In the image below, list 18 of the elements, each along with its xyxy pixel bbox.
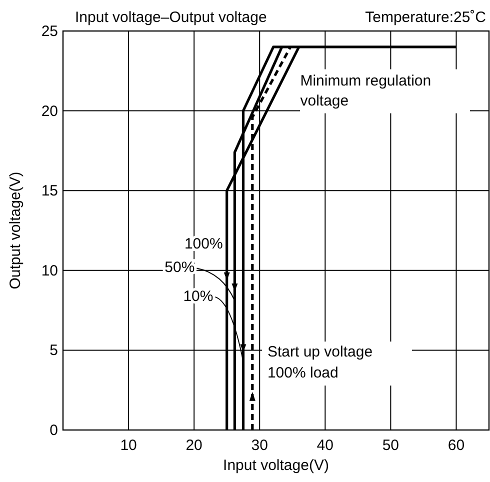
x-tick-label: 50 bbox=[382, 437, 400, 454]
annotation: Start up voltage 100% load bbox=[267, 344, 373, 382]
chart-subtitle: Temperature:25˚C bbox=[365, 9, 486, 26]
y-tick-label: 10 bbox=[41, 262, 58, 280]
x-tick-label: 40 bbox=[316, 437, 334, 454]
chart-title: Input voltage–Output voltage bbox=[75, 9, 267, 26]
y-tick-label: 15 bbox=[41, 182, 58, 200]
annotation: Minimum regulation voltage bbox=[300, 72, 432, 110]
y-tick-label: 25 bbox=[41, 23, 58, 40]
x-tick-label: 10 bbox=[120, 437, 137, 454]
y-tick-label: 20 bbox=[41, 102, 58, 120]
x-tick-label: 60 bbox=[448, 437, 465, 454]
y-tick-label: 5 bbox=[50, 342, 58, 360]
x-axis-title: Input voltage(V) bbox=[223, 457, 329, 474]
y-tick-label: 0 bbox=[50, 422, 58, 439]
y-axis-title: Output voltage(V) bbox=[7, 172, 24, 290]
x-tick-label: 30 bbox=[251, 437, 268, 454]
x-tick-label: 20 bbox=[186, 437, 202, 454]
